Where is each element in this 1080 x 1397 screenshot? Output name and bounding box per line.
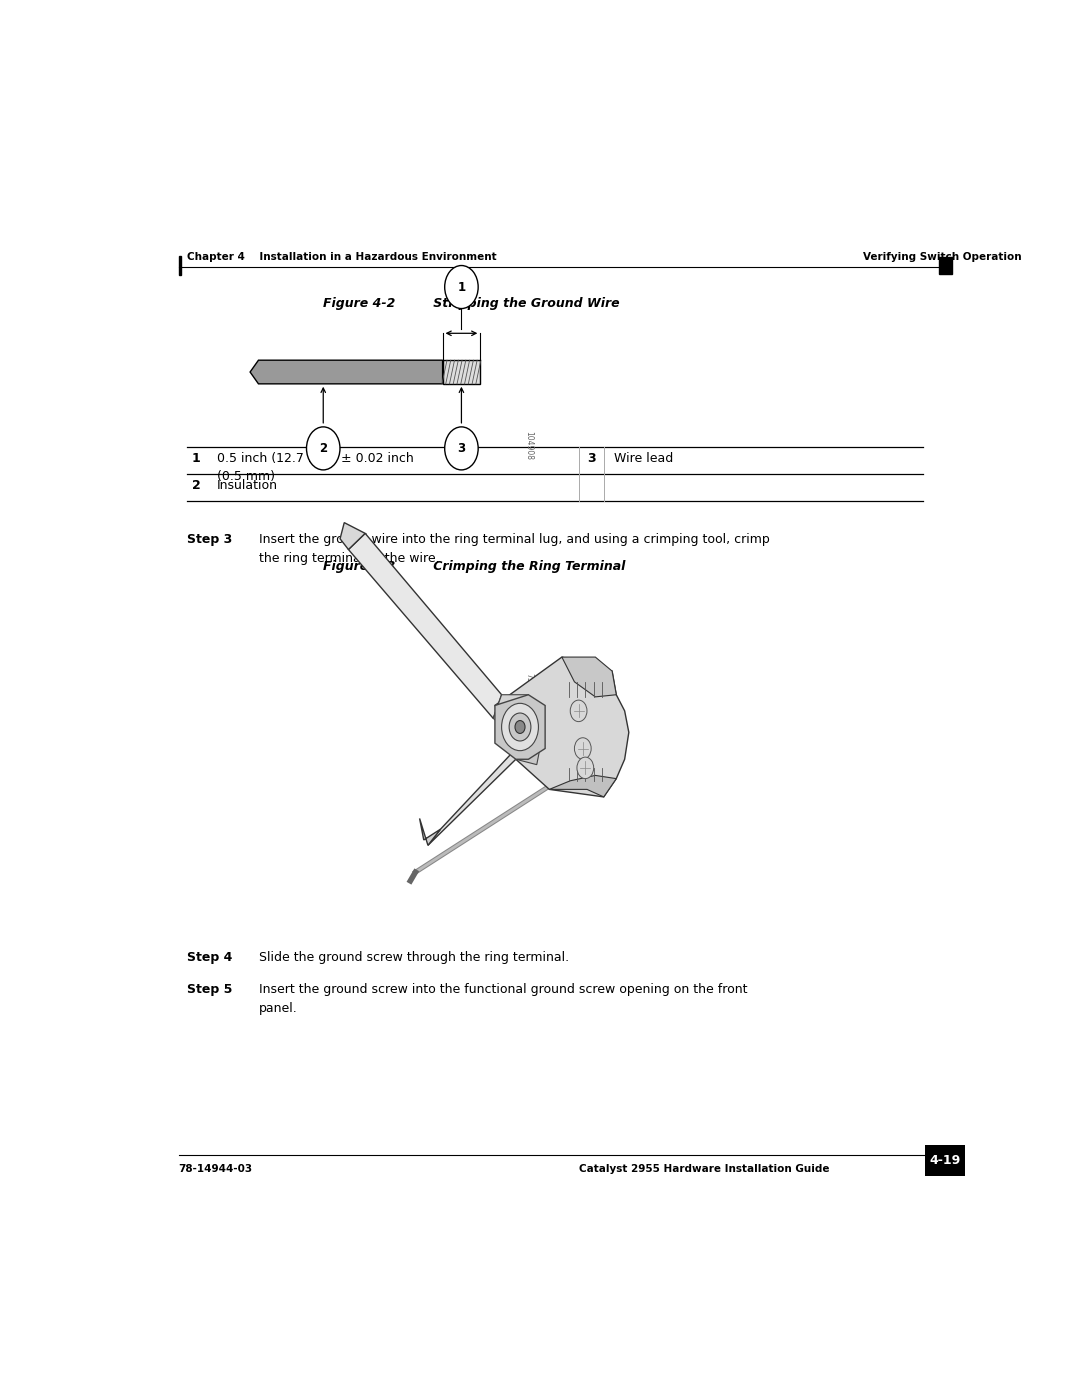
Polygon shape <box>349 534 501 718</box>
Polygon shape <box>516 740 541 764</box>
Circle shape <box>307 427 340 469</box>
Text: 0.5 inch (12.7 mm) ± 0.02 inch
(0.5 mm): 0.5 inch (12.7 mm) ± 0.02 inch (0.5 mm) <box>217 451 414 482</box>
Circle shape <box>515 721 525 733</box>
Text: Step 5: Step 5 <box>187 983 232 996</box>
Polygon shape <box>562 657 617 697</box>
Text: Slide the ground screw through the ring terminal.: Slide the ground screw through the ring … <box>259 951 569 964</box>
Text: Crimping the Ring Terminal: Crimping the Ring Terminal <box>407 560 625 573</box>
Polygon shape <box>251 360 443 384</box>
Polygon shape <box>428 740 524 845</box>
Text: Figure 4-3: Figure 4-3 <box>323 560 395 573</box>
Polygon shape <box>494 694 528 726</box>
Text: Figure 4-2: Figure 4-2 <box>323 296 395 310</box>
Bar <box>178 256 181 275</box>
Text: Chapter 4    Installation in a Hazardous Environment: Chapter 4 Installation in a Hazardous En… <box>187 253 497 263</box>
Text: Catalyst 2955 Hardware Installation Guide: Catalyst 2955 Hardware Installation Guid… <box>579 1164 829 1173</box>
Polygon shape <box>550 775 617 796</box>
Text: 1: 1 <box>457 281 465 293</box>
Polygon shape <box>419 819 441 845</box>
Text: Insulation: Insulation <box>217 479 278 492</box>
Text: 104908: 104908 <box>524 432 534 460</box>
Circle shape <box>509 712 531 740</box>
Text: 78-14944-03: 78-14944-03 <box>178 1164 253 1173</box>
Circle shape <box>575 738 591 760</box>
Text: Stripping the Ground Wire: Stripping the Ground Wire <box>407 296 620 310</box>
Bar <box>939 257 951 274</box>
Polygon shape <box>340 522 365 549</box>
Text: 2: 2 <box>320 441 327 455</box>
Text: Insert the ground screw into the functional ground screw opening on the front
pa: Insert the ground screw into the functio… <box>259 983 747 1016</box>
Bar <box>926 1146 966 1175</box>
Text: 3: 3 <box>588 451 595 465</box>
Text: 2: 2 <box>192 479 201 492</box>
Text: Insert the ground wire into the ring terminal lug, and using a crimping tool, cr: Insert the ground wire into the ring ter… <box>259 534 770 566</box>
Circle shape <box>501 703 539 750</box>
Text: 3: 3 <box>457 441 465 455</box>
Circle shape <box>570 700 588 722</box>
Polygon shape <box>495 657 629 796</box>
Circle shape <box>445 265 478 309</box>
Circle shape <box>577 757 594 778</box>
Circle shape <box>445 427 478 469</box>
Bar <box>443 360 481 384</box>
Polygon shape <box>495 694 545 760</box>
Text: 75866: 75866 <box>524 673 534 697</box>
Text: Step 3: Step 3 <box>187 534 232 546</box>
Text: Wire lead: Wire lead <box>613 451 673 465</box>
Text: Verifying Switch Operation: Verifying Switch Operation <box>863 253 1022 263</box>
Text: 4-19: 4-19 <box>930 1154 961 1166</box>
Text: Step 4: Step 4 <box>187 951 232 964</box>
Text: 1: 1 <box>192 451 201 465</box>
